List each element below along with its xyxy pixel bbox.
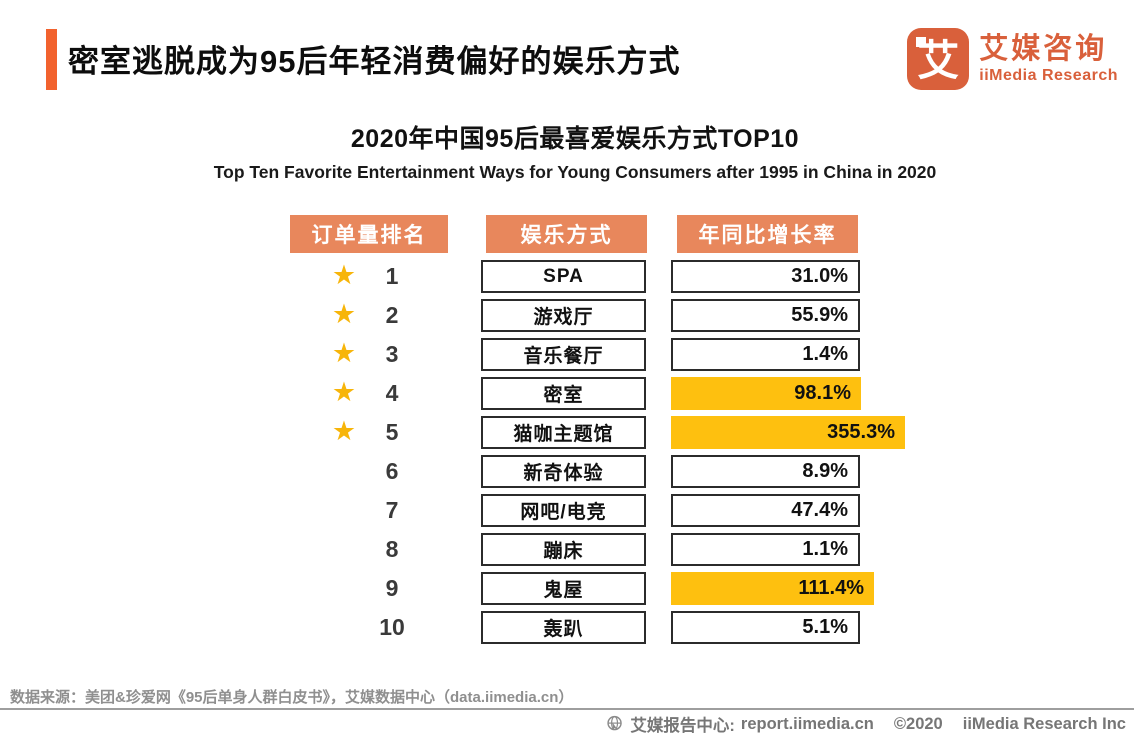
rank-number: 5: [385, 419, 399, 445]
report-url: report.iimedia.cn: [740, 714, 874, 733]
rank-cell: ★ 9: [290, 572, 448, 605]
entertainment-name: 游戏厅: [481, 299, 646, 332]
footer-divider: [0, 708, 1134, 710]
table-row: ★ 9 鬼屋 111.4%: [0, 572, 1134, 605]
star-icon: ★: [331, 260, 357, 290]
entertainment-name: 轰趴: [481, 611, 646, 644]
company-name: iiMedia Research Inc: [962, 714, 1126, 733]
table-header: 订单量排名 娱乐方式 年同比增长率: [0, 215, 1134, 253]
growth-value: 98.1%: [671, 377, 861, 410]
logo-chip-decor: [916, 37, 927, 47]
star-icon: ★: [331, 338, 357, 368]
growth-value: 1.1%: [671, 533, 860, 566]
rank-cell: ★ 8: [290, 533, 448, 566]
rank-cell: ★ 5: [290, 416, 448, 449]
entertainment-name: 猫咖主题馆: [481, 416, 646, 449]
chart-title: 2020年中国95后最喜爱娱乐方式TOP10: [350, 125, 800, 153]
table-row: ★ 1 SPA 31.0%: [0, 260, 1134, 293]
column-header-rank: 订单量排名: [290, 215, 448, 253]
rank-number: 1: [385, 263, 399, 289]
rank-number: 9: [385, 575, 399, 601]
star-icon: ★: [331, 299, 357, 329]
rank-cell: ★ 6: [290, 455, 448, 488]
entertainment-name: 新奇体验: [481, 455, 646, 488]
rank-number: 10: [379, 614, 405, 640]
growth-value: 5.1%: [671, 611, 860, 644]
star-icon: ★: [331, 377, 357, 407]
chart-subtitle-en: Top Ten Favorite Entertainment Ways for …: [213, 162, 937, 182]
table-row: ★ 8 蹦床 1.1%: [0, 533, 1134, 566]
star-icon: ★: [331, 416, 357, 446]
title-accent-bar: [46, 29, 57, 90]
table-row: ★ 6 新奇体验 8.9%: [0, 455, 1134, 488]
rank-cell: ★ 2: [290, 299, 448, 332]
growth-value: 55.9%: [671, 299, 860, 332]
table-row: ★ 7 网吧/电竞 47.4%: [0, 494, 1134, 527]
brand-name-cn: 艾媒咨询: [979, 33, 1108, 66]
table-row: ★ 3 音乐餐厅 1.4%: [0, 338, 1134, 371]
growth-value: 111.4%: [671, 572, 874, 605]
rank-number: 3: [385, 341, 399, 367]
table-row: ★ 2 游戏厅 55.9%: [0, 299, 1134, 332]
rank-cell: ★ 1: [290, 260, 448, 293]
entertainment-name: 网吧/电竞: [481, 494, 646, 527]
rank-number: 8: [385, 536, 399, 562]
rank-cell: ★ 10: [290, 611, 448, 644]
column-header-growth: 年同比增长率: [677, 215, 858, 253]
rank-cell: ★ 7: [290, 494, 448, 527]
report-center-label: 艾媒报告中心:: [630, 717, 735, 735]
rank-number: 6: [385, 458, 399, 484]
rank-cell: ★ 3: [290, 338, 448, 371]
footer-bar: 艾媒报告中心: report.iimedia.cn ©2020 iiMedia …: [606, 712, 1126, 736]
rank-number: 2: [385, 302, 399, 328]
entertainment-name: SPA: [481, 260, 646, 293]
rank-number: 4: [385, 380, 399, 406]
growth-value: 8.9%: [671, 455, 860, 488]
rank-cell: ★ 4: [290, 377, 448, 410]
data-source-note: 数据来源：美团&珍爱网《95后单身人群白皮书》，艾媒数据中心（data.iime…: [10, 689, 574, 706]
growth-value: 355.3%: [671, 416, 905, 449]
globe-cursor-icon: [607, 715, 623, 731]
table-row: ★ 4 密室 98.1%: [0, 377, 1134, 410]
entertainment-name: 音乐餐厅: [481, 338, 646, 371]
logo-text: 艾媒咨询 iiMedia Research: [979, 33, 1118, 84]
copyright: ©2020: [893, 714, 943, 733]
iimedia-logo: 艾 艾媒咨询 iiMedia Research: [907, 28, 1118, 90]
entertainment-name: 密室: [481, 377, 646, 410]
column-header-entertainment: 娱乐方式: [486, 215, 647, 253]
growth-value: 31.0%: [671, 260, 860, 293]
table-row: ★ 5 猫咖主题馆 355.3%: [0, 416, 1134, 449]
table-row: ★ 10 轰趴 5.1%: [0, 611, 1134, 644]
iimedia-logo-icon: 艾: [907, 28, 970, 90]
growth-value: 47.4%: [671, 494, 860, 527]
rank-number: 7: [385, 497, 399, 523]
entertainment-name: 蹦床: [481, 533, 646, 566]
entertainment-name: 鬼屋: [481, 572, 646, 605]
brand-name-en: iiMedia Research: [979, 66, 1118, 84]
table-rows: ★ 1 SPA 31.0% ★ 2 游戏厅 55.9% ★ 3 音乐餐厅 1.4…: [0, 260, 1134, 650]
growth-value: 1.4%: [671, 338, 860, 371]
page-title: 密室逃脱成为95后年轻消费偏好的娱乐方式: [68, 44, 681, 79]
